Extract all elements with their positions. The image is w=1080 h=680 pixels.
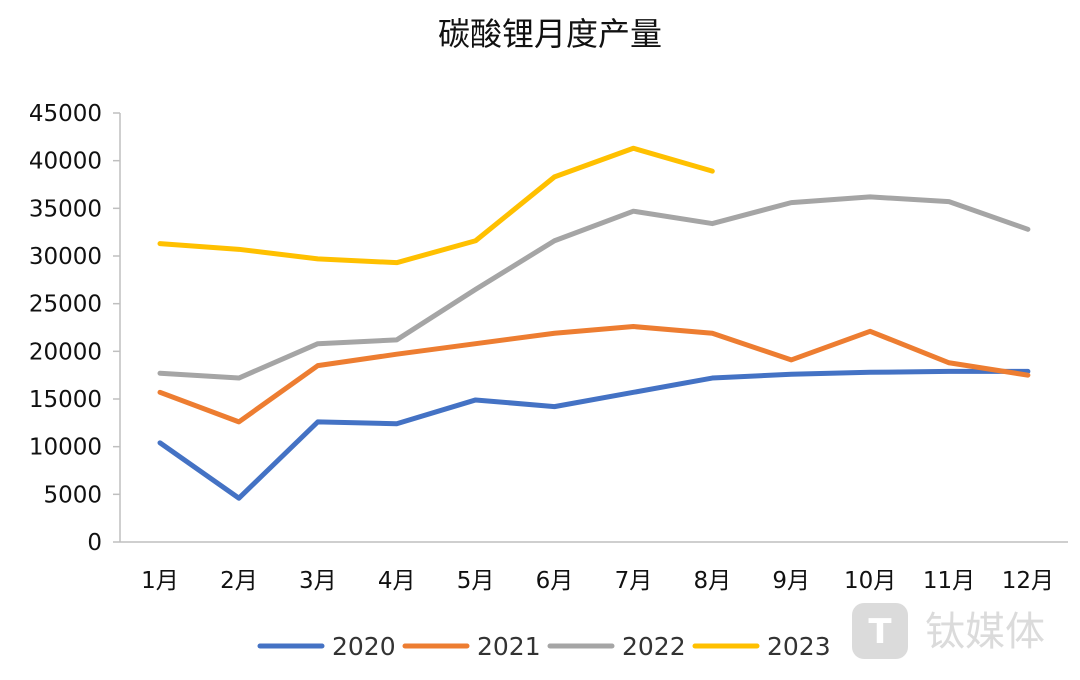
x-tick-label: 6月 xyxy=(536,568,574,594)
series-line-2021 xyxy=(157,324,1031,425)
x-tick-label: 5月 xyxy=(457,568,495,594)
x-tick-label: 7月 xyxy=(615,568,653,594)
series-line-2020 xyxy=(157,368,1031,501)
chart-title: 碳酸锂月度产量 xyxy=(438,15,662,53)
y-tick-label: 20000 xyxy=(29,339,102,365)
x-tick-label: 1月 xyxy=(141,568,179,594)
y-tick-label: 40000 xyxy=(29,149,102,175)
legend-label-2021: 2021 xyxy=(477,632,541,661)
y-tick-label: 45000 xyxy=(29,101,102,127)
x-tick-label: 4月 xyxy=(378,568,416,594)
y-tick-label: 35000 xyxy=(29,196,102,222)
x-tick-label: 10月 xyxy=(844,568,896,594)
y-tick-label: 0 xyxy=(87,530,102,556)
svg-text:钛媒体: 钛媒体 xyxy=(925,609,1045,655)
svg-text:T: T xyxy=(868,612,892,652)
series-line-2022 xyxy=(157,194,1031,381)
y-tick-label: 25000 xyxy=(29,292,102,318)
legend-label-2022: 2022 xyxy=(622,632,686,661)
watermark-logo: T 钛媒体 xyxy=(852,603,1045,659)
x-tick-label: 2月 xyxy=(220,568,258,594)
y-tick-label: 30000 xyxy=(29,244,102,270)
x-tick-label: 8月 xyxy=(693,568,731,594)
y-tick-label: 10000 xyxy=(29,435,102,461)
legend-label-2023: 2023 xyxy=(767,632,831,661)
x-tick-label: 12月 xyxy=(1002,568,1054,594)
legend-label-2020: 2020 xyxy=(332,632,396,661)
x-tick-label: 11月 xyxy=(923,568,975,594)
x-tick-label: 3月 xyxy=(299,568,337,594)
series-line-2023 xyxy=(157,145,715,266)
y-tick-label: 15000 xyxy=(29,387,102,413)
x-tick-label: 9月 xyxy=(772,568,810,594)
y-tick-label: 5000 xyxy=(43,482,102,508)
